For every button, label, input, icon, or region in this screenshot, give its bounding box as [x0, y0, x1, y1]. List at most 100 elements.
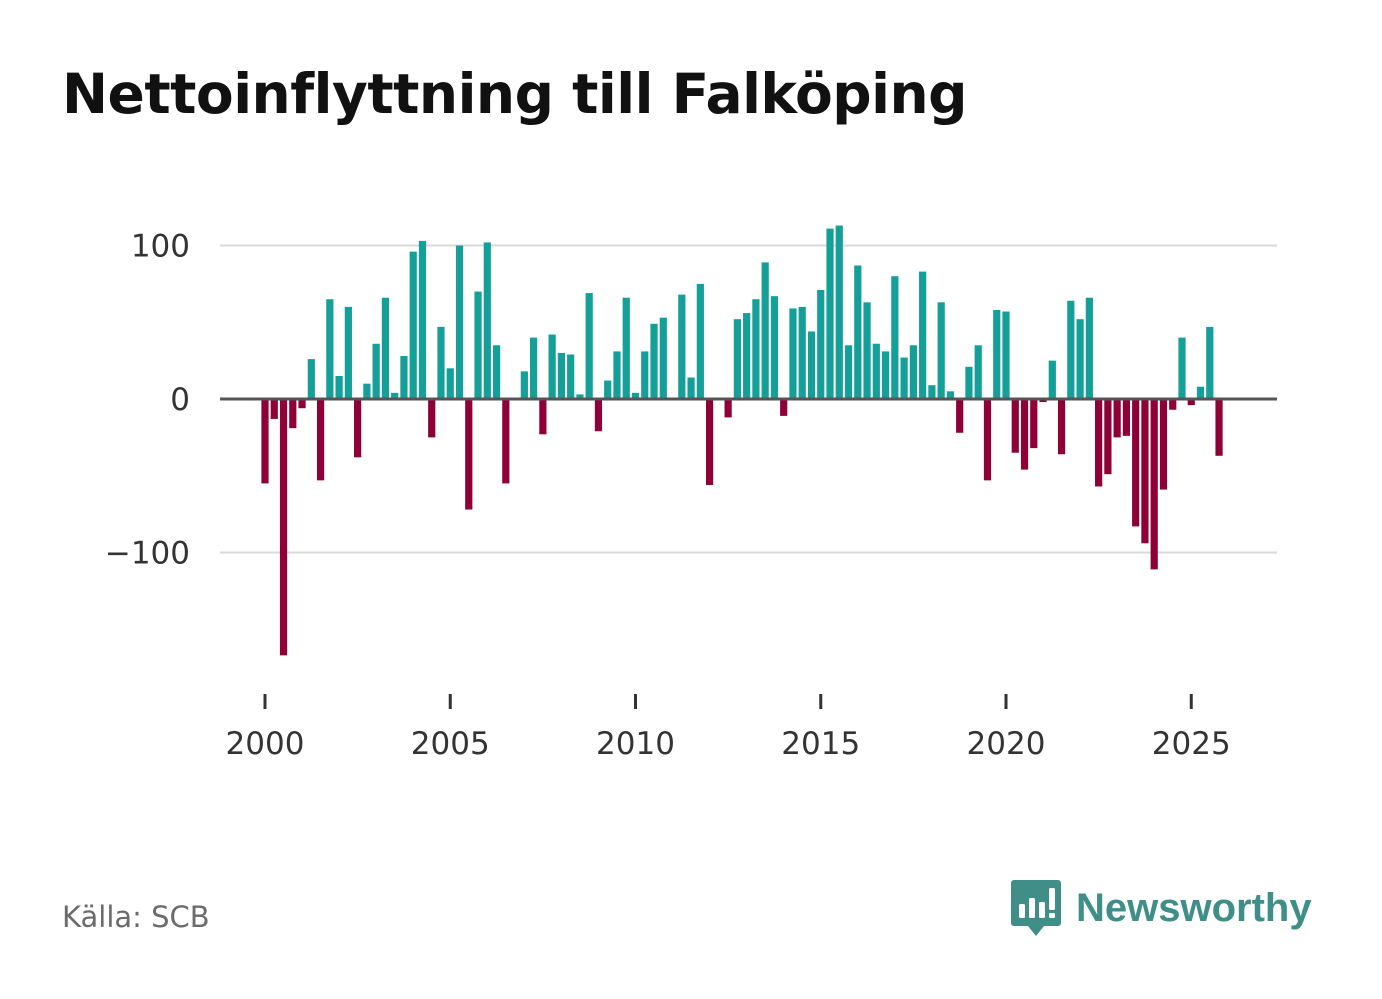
bar — [455, 245, 464, 399]
bar — [307, 359, 315, 399]
bar — [1141, 399, 1149, 544]
bar — [261, 399, 269, 484]
bar — [724, 399, 732, 418]
bar — [993, 309, 1001, 399]
bar — [928, 385, 936, 399]
bar — [956, 399, 964, 433]
x-tick-label: 2025 — [1152, 726, 1231, 762]
bar — [622, 297, 630, 399]
bar — [344, 306, 352, 399]
bar — [919, 271, 927, 399]
bar — [1196, 386, 1205, 399]
bar — [548, 334, 556, 399]
bar — [576, 394, 584, 399]
y-axis-labels: 100 0 −100 — [105, 229, 190, 572]
bar — [983, 399, 992, 481]
bar — [1122, 399, 1131, 436]
bar — [1020, 399, 1029, 470]
bar — [492, 345, 501, 399]
y-tick-label: 0 — [170, 382, 190, 418]
bar — [520, 371, 528, 399]
bar — [270, 399, 278, 419]
bar — [400, 356, 408, 399]
newsworthy-chat-chart-icon — [1011, 880, 1061, 936]
bar — [594, 399, 603, 432]
bars — [261, 225, 1223, 656]
bar — [863, 302, 871, 399]
bar — [881, 351, 890, 400]
bar — [613, 351, 621, 400]
bar — [631, 392, 640, 399]
bar — [567, 354, 575, 400]
bar — [446, 368, 454, 399]
bar — [807, 331, 816, 399]
bar — [789, 308, 797, 399]
bar — [946, 391, 955, 399]
x-tick-label: 2005 — [411, 726, 490, 762]
source-label: Källa: SCB — [62, 900, 210, 934]
x-tick-label: 2015 — [781, 726, 860, 762]
bar — [1011, 399, 1019, 453]
bar — [909, 345, 917, 399]
bar — [289, 399, 297, 429]
bar — [780, 399, 788, 416]
bar — [502, 399, 510, 484]
bar — [835, 225, 843, 399]
bar — [1057, 399, 1066, 455]
x-axis: 2000 2005 2010 2015 2020 2025 — [226, 694, 1231, 762]
y-tick-label: 100 — [131, 229, 190, 265]
bar — [539, 399, 547, 435]
bar — [1076, 319, 1084, 399]
bar — [1048, 360, 1056, 400]
bar — [372, 343, 380, 399]
bar — [1067, 300, 1075, 399]
bar — [1104, 399, 1112, 475]
bar — [1095, 399, 1103, 487]
bar — [530, 337, 538, 399]
bar — [844, 345, 853, 399]
bar — [326, 299, 334, 399]
bar — [733, 319, 741, 399]
bar — [1030, 399, 1038, 449]
bar — [437, 326, 445, 399]
bar — [1150, 399, 1158, 570]
bar — [465, 399, 473, 510]
bar — [391, 392, 399, 399]
y-tick-label: −100 — [105, 536, 190, 572]
x-tick-label: 2010 — [596, 726, 675, 762]
bar — [900, 357, 908, 400]
bar — [279, 399, 288, 656]
bar — [428, 399, 436, 438]
bar — [585, 293, 593, 399]
bar — [1206, 326, 1214, 399]
grid-lines — [220, 244, 1277, 554]
bar — [1159, 399, 1168, 490]
bar — [798, 306, 806, 399]
bar — [965, 366, 973, 399]
chart-title: Nettoinflyttning till Falköping — [62, 62, 968, 126]
newsworthy-logo: Newsworthy — [1010, 878, 1312, 938]
bar — [1132, 399, 1140, 527]
bar — [381, 297, 390, 399]
bar — [650, 323, 658, 399]
bar — [937, 302, 945, 399]
bar — [1178, 337, 1186, 399]
bar — [770, 296, 779, 399]
bar — [1113, 399, 1121, 438]
bar — [418, 240, 427, 399]
bar — [743, 313, 751, 399]
bar — [687, 377, 695, 399]
bar — [641, 351, 649, 400]
bar — [354, 399, 362, 458]
bar — [363, 383, 371, 399]
bar — [817, 290, 825, 399]
bar — [872, 343, 880, 399]
bar — [298, 399, 306, 409]
bar — [604, 380, 612, 399]
bar — [409, 251, 417, 399]
bar — [474, 291, 482, 399]
bar — [335, 375, 343, 399]
bar — [752, 299, 760, 399]
bar — [974, 345, 982, 399]
